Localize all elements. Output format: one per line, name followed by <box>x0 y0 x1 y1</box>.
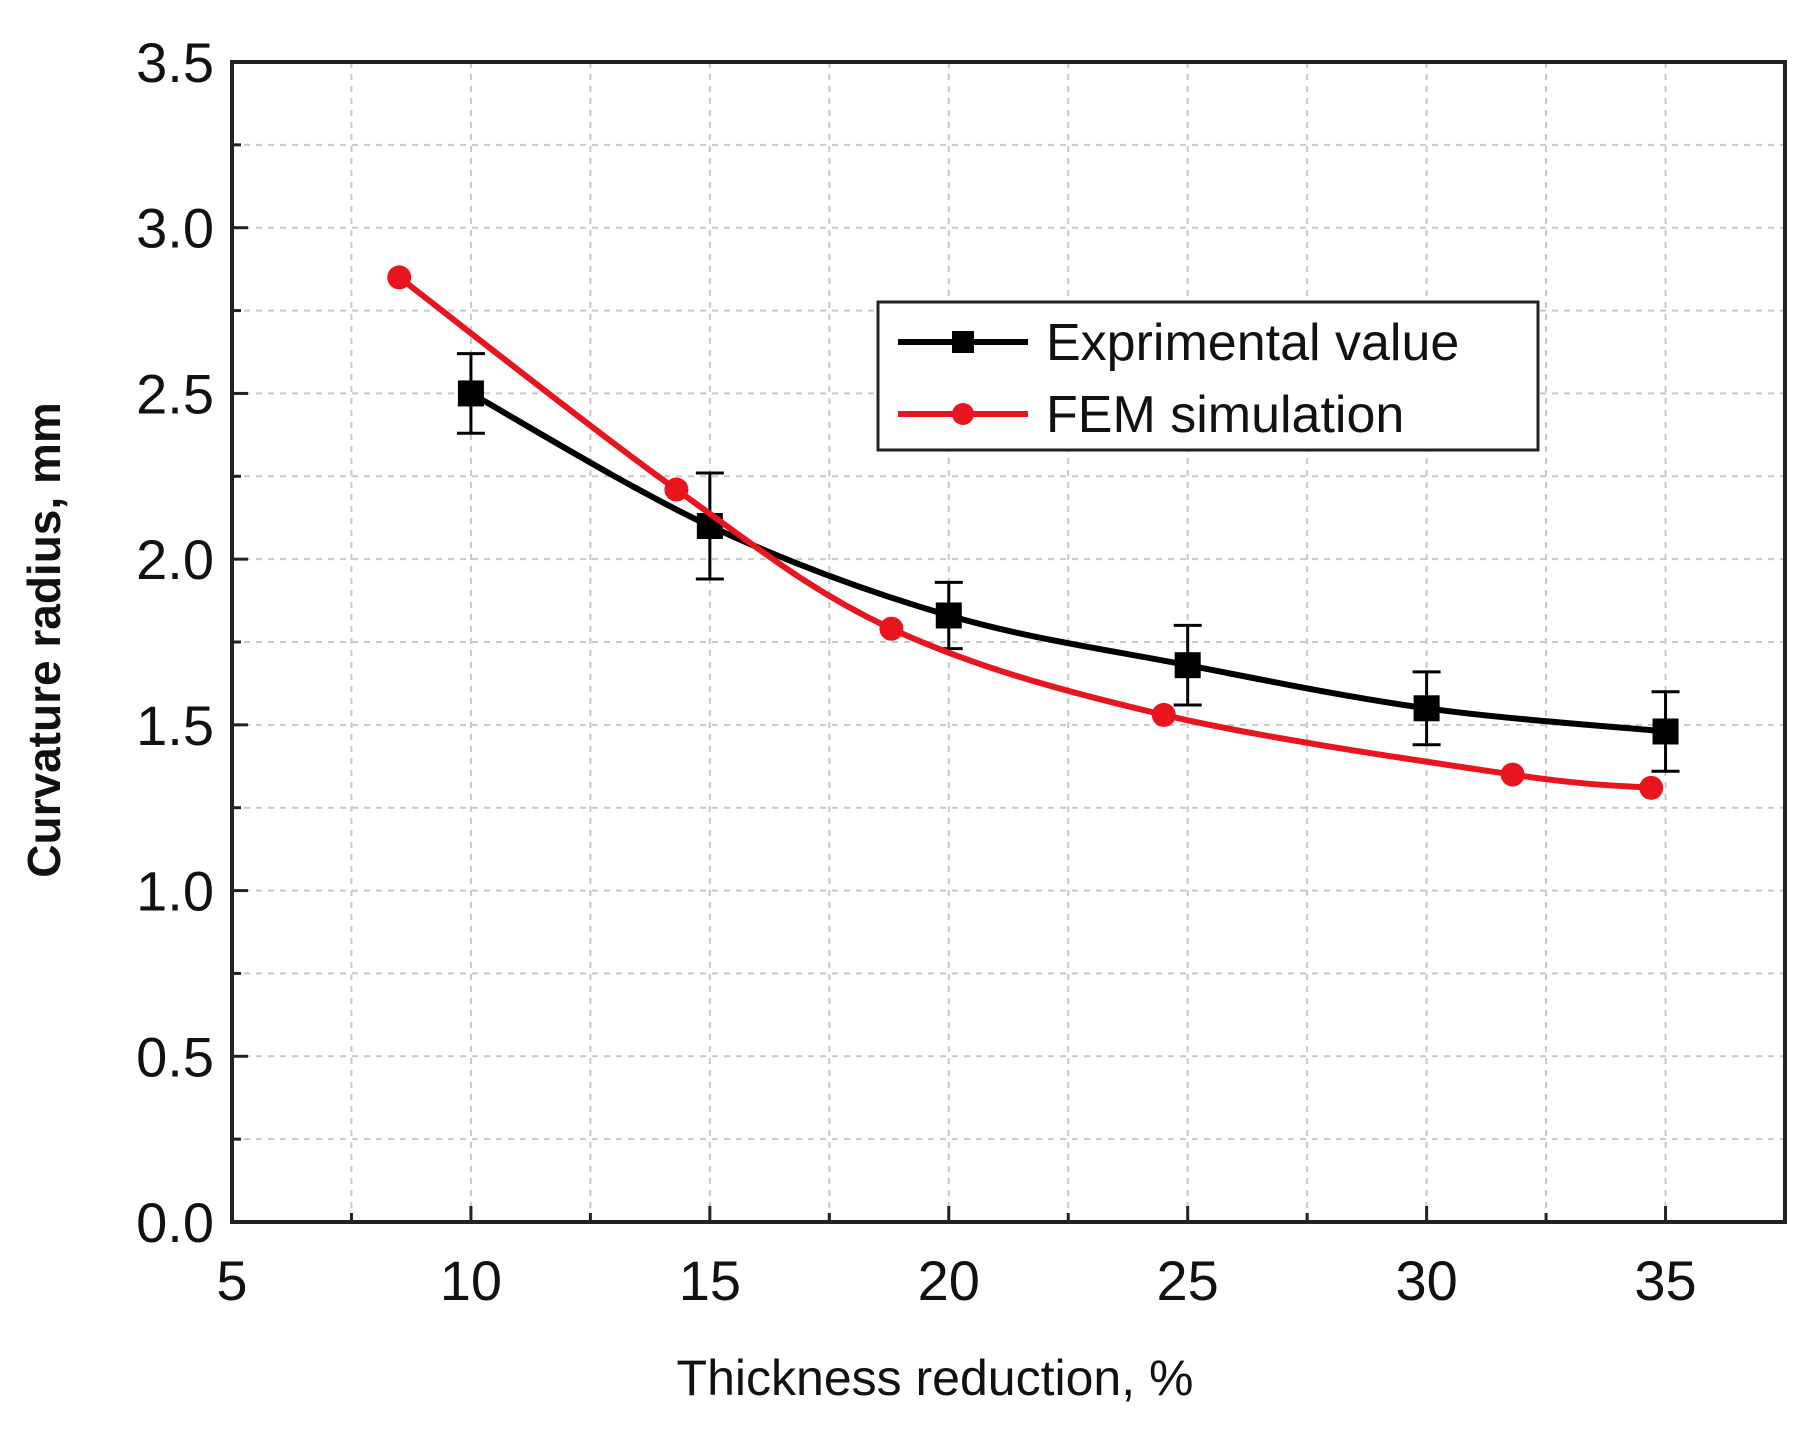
y-tick-label: 0.0 <box>136 1191 214 1254</box>
data-point-circle <box>1151 702 1176 727</box>
data-point-square <box>1413 695 1440 722</box>
grid-layer <box>232 62 1785 1222</box>
series-line <box>469 390 1666 735</box>
data-point-circle <box>1639 775 1664 800</box>
x-tick-label: 15 <box>679 1249 741 1312</box>
y-axis-title: Curvature radius, mm <box>18 402 70 877</box>
x-tick-label: 30 <box>1395 1249 1457 1312</box>
legend-label: Exprimental value <box>1046 314 1459 372</box>
legend: Exprimental value FEM simulation <box>876 300 1540 452</box>
data-point-circle <box>387 265 412 290</box>
data-point-circle <box>664 477 689 502</box>
data-point-square <box>1652 718 1679 745</box>
y-tick-label: 3.5 <box>136 31 214 94</box>
x-tick-label: 5 <box>216 1249 247 1312</box>
y-tick-label: 0.5 <box>136 1025 214 1088</box>
legend-marker-square <box>952 331 974 353</box>
x-tick-label: 35 <box>1634 1249 1696 1312</box>
data-point-square <box>935 602 962 629</box>
x-tick-label: 20 <box>918 1249 980 1312</box>
data-point-square <box>1174 652 1201 679</box>
data-point-circle <box>879 616 904 641</box>
legend-box <box>876 300 1540 452</box>
y-tick-label: 2.5 <box>136 362 214 425</box>
data-point-square <box>457 380 484 407</box>
y-tick-label: 1.0 <box>136 860 214 923</box>
x-tick-label: 10 <box>440 1249 502 1312</box>
y-tick-label: 1.5 <box>136 694 214 757</box>
x-axis-title: Thickness reduction, % <box>677 1350 1194 1406</box>
x-tick-label: 25 <box>1157 1249 1219 1312</box>
legend-label: FEM simulation <box>1046 386 1404 444</box>
axis-layer: 5 10 15 20 25 30 35 0.0 0.5 1.0 1.5 2.0 2.5 3.0 3.5 <box>136 31 1787 1312</box>
y-tick-label: 3.0 <box>136 197 214 260</box>
series-layer <box>387 265 1680 800</box>
legend-marker-circle <box>952 403 974 425</box>
y-tick-label: 2.0 <box>136 528 214 591</box>
data-point-circle <box>1500 762 1525 787</box>
